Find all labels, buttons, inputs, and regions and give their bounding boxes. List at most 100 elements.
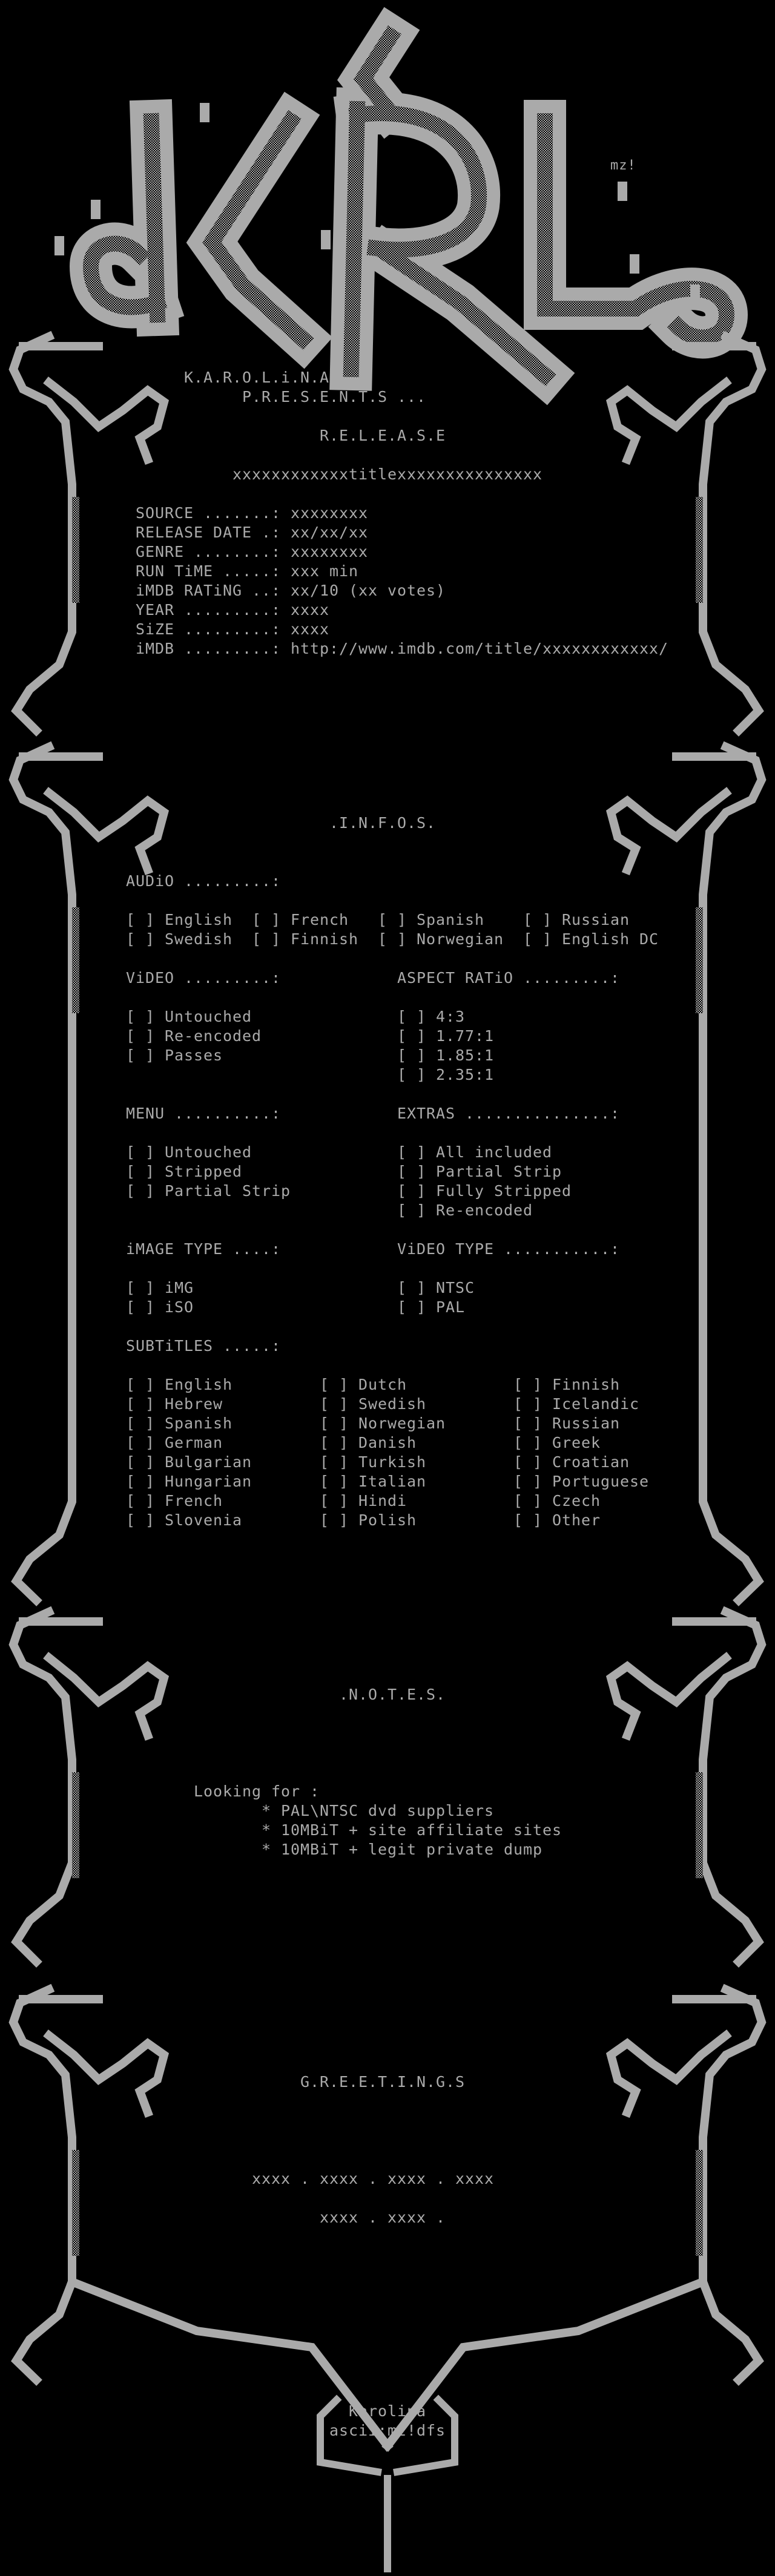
checkbox-box: [ ]: [320, 1434, 349, 1451]
krl-logo: [54, 7, 748, 406]
checkbox-box: [ ]: [397, 1066, 427, 1083]
field-label: iMDB .........:: [136, 640, 282, 657]
checkbox-label: Danish: [358, 1434, 417, 1451]
video-type-label: ViDEO TYPE ...........:: [397, 1240, 621, 1258]
checkbox-label: Icelandic: [552, 1395, 640, 1413]
checkbox-box: [ ]: [320, 1473, 349, 1490]
checkbox-label: German: [165, 1434, 223, 1451]
field-label: YEAR .........:: [136, 601, 282, 619]
checkbox-box: [ ]: [126, 1008, 156, 1025]
notes-heading: .N.O.T.E.S.: [339, 1686, 446, 1703]
video-label: ViDEO .........:: [126, 969, 282, 987]
checkbox-label: Fully Stripped: [436, 1182, 572, 1200]
aspect-ratio-label: ASPECT RATiO .........:: [397, 969, 621, 987]
field-label: RELEASE DATE .:: [136, 524, 282, 541]
checkbox-label: Russian: [562, 911, 630, 928]
checkbox-box: [ ]: [126, 1376, 156, 1393]
image-type-label: iMAGE TYPE ....:: [126, 1240, 282, 1258]
checkbox-box: [ ]: [126, 911, 156, 928]
checkbox-box: [ ]: [523, 930, 553, 948]
menu-label: MENU ..........:: [126, 1105, 282, 1122]
field-label: SOURCE .......:: [136, 504, 282, 522]
notes-item: * PAL\NTSC dvd suppliers: [262, 1802, 495, 1819]
checkbox-box: [ ]: [397, 1163, 427, 1180]
checkbox-box: [ ]: [320, 1395, 349, 1413]
field-label: GENRE ........:: [136, 543, 282, 560]
checkbox-box: [ ]: [126, 1434, 156, 1451]
field-label: RUN TiME .....:: [136, 562, 282, 580]
checkbox-box: [ ]: [523, 911, 553, 928]
checkbox-label: Passes: [165, 1046, 223, 1064]
checkbox-box: [ ]: [126, 1395, 156, 1413]
field-label: SiZE .........:: [136, 620, 282, 638]
checkbox-label: Untouched: [165, 1143, 252, 1161]
checkbox-label: Stripped: [165, 1163, 243, 1180]
checkbox-label: English DC: [562, 930, 659, 948]
logo-k-arm-shade: [202, 110, 314, 350]
checkbox-box: [ ]: [513, 1414, 543, 1432]
checkbox-label: French: [291, 911, 349, 928]
notes-frame-ornament-left: [43, 1652, 170, 1741]
checkbox-label: 1.85:1: [436, 1046, 495, 1064]
checkbox-label: English: [165, 1376, 233, 1393]
checkbox-box: [ ]: [513, 1492, 543, 1510]
checkbox-label: English: [165, 911, 233, 928]
logo-sparkle: [630, 254, 639, 274]
checkbox-label: Italian: [358, 1473, 427, 1490]
checkbox-box: [ ]: [513, 1511, 543, 1529]
checkbox-box: [ ]: [513, 1395, 543, 1413]
notes-item: * 10MBiT + legit private dump: [262, 1841, 543, 1858]
checkbox-box: [ ]: [397, 1027, 427, 1045]
checkbox-label: Spanish: [165, 1414, 233, 1432]
release-heading: R.E.L.E.A.S.E: [320, 427, 446, 444]
logo-k-curl-shade: [82, 235, 168, 315]
greetings-line: xxxx . xxxx .: [320, 2209, 446, 2226]
greetings-heading: G.R.E.E.T.I.N.G.S: [300, 2073, 466, 2091]
checkbox-box: [ ]: [126, 1182, 156, 1200]
checkbox-box: [ ]: [397, 1201, 427, 1219]
release-frame-ornament-left: [43, 376, 170, 465]
checkbox-box: [ ]: [513, 1453, 543, 1471]
notes-intro: Looking for :: [194, 1782, 320, 1800]
greetings-frame-ornament-right: [605, 2029, 732, 2118]
checkbox-box: [ ]: [126, 1143, 156, 1161]
checkbox-box: [ ]: [513, 1376, 543, 1393]
notes-item: * 10MBiT + site affiliate sites: [262, 1821, 562, 1839]
logo-r-tail-shade: [354, 25, 401, 120]
logo-sparkle: [200, 103, 209, 122]
greetings-line: xxxx . xxxx . xxxx . xxxx: [252, 2170, 495, 2187]
infos-frame-left-border-left: [8, 741, 76, 1606]
checkbox-label: Turkish: [358, 1453, 427, 1471]
checkbox-label: Hindi: [358, 1492, 407, 1510]
release-frame-ornament-right: [605, 376, 732, 465]
checkbox-label: Greek: [552, 1434, 601, 1451]
checkbox-label: Polish: [358, 1511, 417, 1529]
checkbox-label: Re-encoded: [165, 1027, 262, 1045]
field-value: http://www.imdb.com/title/xxxxxxxxxxxx/: [291, 640, 669, 657]
presents: P.R.E.S.E.N.T.S ...: [242, 388, 427, 406]
checkbox-label: Czech: [552, 1492, 601, 1510]
checkbox-box: [ ]: [320, 1511, 349, 1529]
checkbox-box: [ ]: [252, 911, 282, 928]
checkbox-label: 1.77:1: [436, 1027, 495, 1045]
field-value: xx/10 (xx votes): [291, 582, 446, 599]
field-value: xxx min: [291, 562, 359, 580]
checkbox-label: Slovenia: [165, 1511, 243, 1529]
checkbox-label: Norwegian: [417, 930, 504, 948]
notes-frame-left-border-left: [8, 1606, 76, 1968]
checkbox-label: iMG: [165, 1279, 194, 1296]
checkbox-label: Swedish: [358, 1395, 427, 1413]
notes-frame-left-border-right: [699, 1606, 767, 1968]
logo-sparkle: [321, 230, 331, 249]
checkbox-box: [ ]: [397, 1182, 427, 1200]
greetings-frame-left-border-right: [699, 1983, 767, 2386]
checkbox-box: [ ]: [126, 1046, 156, 1064]
logo-sparkle: [690, 284, 700, 304]
greetings-frame-box-right: [393, 2394, 458, 2476]
checkbox-label: Hebrew: [165, 1395, 223, 1413]
logo-sparkle: [91, 200, 101, 219]
checkbox-box: [ ]: [126, 1473, 156, 1490]
greetings-frame-ornament-left: [43, 2029, 170, 2118]
release-title: xxxxxxxxxxxxtitlexxxxxxxxxxxxxxx: [232, 465, 543, 483]
